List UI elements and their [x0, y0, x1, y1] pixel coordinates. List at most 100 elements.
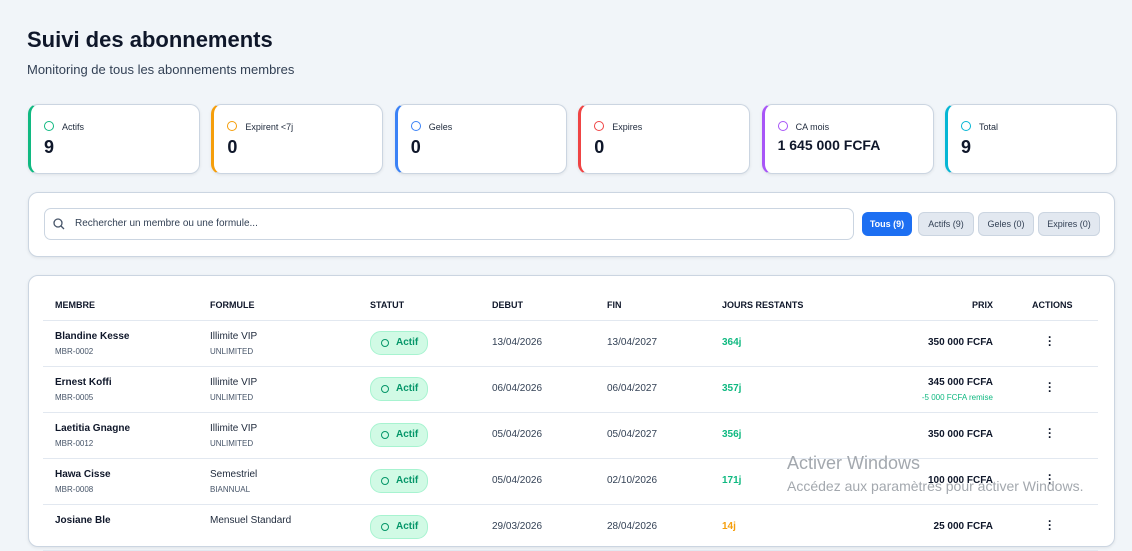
stat-icon	[594, 121, 605, 131]
filter-button[interactable]: Actifs (9)	[918, 212, 974, 236]
column-header: JOURS RESTANTS	[722, 300, 804, 310]
row-divider	[43, 504, 1098, 505]
end-date: 02/10/2026	[607, 475, 658, 486]
stat-icon	[961, 121, 971, 131]
price: 25 000 FCFA	[933, 521, 993, 532]
member-id: MBR-0005	[55, 393, 94, 402]
watermark-title: Activer Windows	[787, 453, 921, 473]
stat-card: CA mois 1 645 000 FCFA	[761, 104, 934, 174]
member-name: Josiane Ble	[55, 515, 111, 526]
status-text: Actif	[396, 521, 419, 532]
formula: Semestriel	[210, 469, 258, 480]
price: 345 000 FCFA	[927, 377, 993, 388]
page-subtitle: Monitoring de tous les abonnements membr…	[27, 62, 295, 77]
end-date: 05/04/2027	[607, 429, 658, 440]
status-icon	[381, 339, 389, 347]
status-badge: Actif	[370, 469, 428, 493]
formula-code: BIANNUAL	[210, 485, 251, 494]
column-header: ACTIONS	[1032, 300, 1073, 310]
page-title: Suivi des abonnements	[27, 27, 273, 52]
stat-card: Expires 0	[578, 104, 751, 174]
search-icon	[53, 218, 65, 230]
price: 350 000 FCFA	[927, 429, 993, 440]
days-left: 357j	[722, 383, 742, 394]
formula: Mensuel Standard	[210, 515, 292, 526]
stat-label: Expires	[612, 122, 643, 132]
price: 350 000 FCFA	[927, 337, 993, 348]
header-divider	[43, 320, 1098, 321]
member-id: MBR-0012	[55, 439, 94, 448]
start-date: 05/04/2026	[492, 429, 543, 440]
status-text: Actif	[396, 383, 419, 394]
filter-button[interactable]: Expires (0)	[1038, 212, 1100, 236]
price: 100 000 FCFA	[927, 475, 993, 486]
stat-card: Geles 0	[394, 104, 567, 174]
member-id: MBR-0002	[55, 347, 94, 356]
member-name: Laetitia Gnagne	[55, 423, 131, 434]
formula: Illimite VIP	[210, 423, 258, 434]
formula: Illimite VIP	[210, 377, 258, 388]
stat-icon	[410, 121, 421, 131]
status-icon	[381, 385, 389, 393]
filter-button[interactable]: Tous (9)	[862, 212, 912, 236]
days-left: 171j	[722, 475, 742, 486]
stat-label: Geles	[428, 122, 453, 132]
stat-value: 0	[410, 137, 421, 157]
actions-menu[interactable]: · · ·	[1048, 422, 1052, 444]
price-discount: -5 000 FCFA remise	[921, 393, 993, 402]
actions-menu[interactable]: · · ·	[1048, 376, 1052, 398]
status-badge: Actif	[370, 515, 428, 539]
status-icon	[381, 477, 389, 485]
row-divider	[43, 458, 1098, 459]
formula: Illimite VIP	[210, 331, 258, 342]
page: {"header":{"title":"Suivi des abonnement…	[27, 27, 1117, 551]
stat-card: Actifs 9	[28, 104, 200, 174]
member-id: MBR-0008	[55, 485, 94, 494]
member-name: Ernest Koffi	[55, 377, 112, 388]
column-header: DEBUT	[492, 300, 523, 310]
status-text: Actif	[396, 429, 419, 440]
days-left: 356j	[722, 429, 742, 440]
end-date: 28/04/2026	[607, 521, 658, 532]
search-box[interactable]: Rechercher un membre ou une formule...	[44, 208, 854, 240]
column-header: FIN	[607, 300, 622, 310]
stat-value: 0	[227, 137, 238, 157]
stat-label: CA mois	[795, 122, 830, 132]
formula-code: UNLIMITED	[210, 347, 254, 356]
filter-button[interactable]: Geles (0)	[978, 212, 1034, 236]
stat-value: 0	[594, 137, 605, 157]
stat-value: 9	[961, 137, 972, 157]
start-date: 05/04/2026	[492, 475, 543, 486]
stat-value: 1 645 000 FCFA	[777, 137, 881, 153]
formula-code: UNLIMITED	[210, 393, 254, 402]
page-body: Suivi des abonnements Monitoring de tous…	[27, 27, 1117, 551]
stat-label: Expirent <7j	[245, 122, 294, 132]
formula-code: UNLIMITED	[210, 439, 254, 448]
status-badge: Actif	[370, 331, 428, 355]
stat-label: Actifs	[62, 122, 85, 132]
member-name: Blandine Kesse	[55, 331, 130, 342]
start-date: 06/04/2026	[492, 383, 543, 394]
stat-label: Total	[979, 122, 999, 132]
actions-menu[interactable]: · · ·	[1048, 468, 1052, 490]
stat-value: 9	[44, 137, 55, 157]
row-divider	[43, 412, 1098, 413]
member-name: Hawa Cisse	[55, 469, 111, 480]
actions-menu[interactable]: · · ·	[1048, 514, 1052, 536]
status-badge: Actif	[370, 377, 428, 401]
stat-icon	[44, 121, 54, 131]
start-date: 13/04/2026	[492, 337, 543, 348]
stat-icon	[777, 121, 788, 131]
status-badge: Actif	[370, 423, 428, 447]
column-header: PRIX	[971, 300, 993, 310]
stat-card: Total 9	[945, 104, 1117, 174]
watermark-text: Accédez aux paramètres pour activer Wind…	[787, 478, 1084, 494]
actions-menu[interactable]: · · ·	[1048, 330, 1052, 352]
end-date: 13/04/2027	[607, 337, 658, 348]
column-header: STATUT	[370, 300, 405, 310]
column-header: MEMBRE	[55, 300, 95, 310]
stat-icon	[227, 121, 238, 131]
stat-card: Expirent <7j 0	[211, 104, 384, 174]
start-date: 29/03/2026	[492, 521, 543, 532]
days-left: 14j	[722, 521, 736, 532]
